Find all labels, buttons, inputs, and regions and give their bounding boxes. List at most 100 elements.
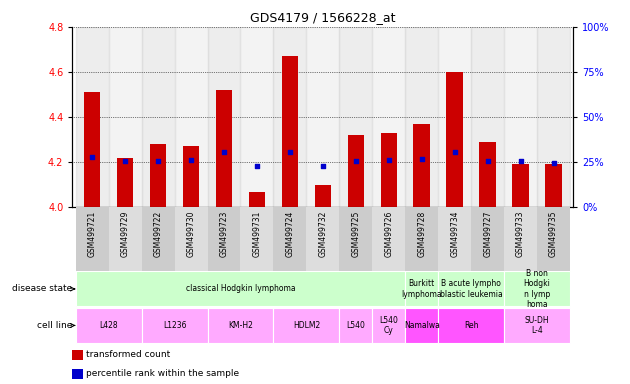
Bar bbox=[471, 27, 504, 207]
Bar bbox=[504, 27, 537, 207]
Text: GSM499726: GSM499726 bbox=[384, 210, 393, 257]
Text: GSM499735: GSM499735 bbox=[549, 210, 558, 257]
Bar bbox=[438, 207, 471, 271]
Bar bbox=[340, 308, 372, 343]
Bar bbox=[142, 27, 175, 207]
Text: B acute lympho
blastic leukemia: B acute lympho blastic leukemia bbox=[440, 279, 503, 299]
Title: GDS4179 / 1566228_at: GDS4179 / 1566228_at bbox=[250, 11, 396, 24]
Bar bbox=[109, 207, 142, 271]
Bar bbox=[72, 369, 83, 379]
Point bbox=[153, 158, 163, 164]
Bar bbox=[546, 164, 562, 207]
Point bbox=[87, 154, 97, 160]
Text: GSM499729: GSM499729 bbox=[121, 210, 130, 257]
Bar bbox=[183, 146, 199, 207]
Text: percentile rank within the sample: percentile rank within the sample bbox=[86, 369, 239, 378]
Point bbox=[120, 158, 130, 164]
Bar bbox=[207, 207, 241, 271]
Point bbox=[252, 162, 262, 169]
Bar bbox=[438, 271, 504, 306]
Point bbox=[483, 158, 493, 164]
Bar bbox=[207, 27, 241, 207]
Bar bbox=[282, 56, 298, 207]
Text: classical Hodgkin lymphoma: classical Hodgkin lymphoma bbox=[186, 285, 295, 293]
Text: transformed count: transformed count bbox=[86, 350, 171, 359]
Text: HDLM2: HDLM2 bbox=[293, 321, 320, 330]
Bar bbox=[405, 308, 438, 343]
Bar bbox=[372, 207, 405, 271]
Bar bbox=[84, 92, 100, 207]
Point bbox=[416, 156, 427, 162]
Text: cell line: cell line bbox=[37, 321, 72, 330]
Bar bbox=[241, 207, 273, 271]
Point bbox=[285, 149, 295, 155]
Bar bbox=[471, 207, 504, 271]
Text: GSM499732: GSM499732 bbox=[318, 210, 328, 257]
Bar bbox=[306, 27, 340, 207]
Text: L540: L540 bbox=[346, 321, 365, 330]
Bar bbox=[117, 158, 134, 207]
Point bbox=[384, 157, 394, 163]
Bar bbox=[76, 271, 405, 306]
Bar bbox=[405, 27, 438, 207]
Bar bbox=[76, 308, 142, 343]
Bar bbox=[405, 207, 438, 271]
Text: GSM499723: GSM499723 bbox=[219, 210, 229, 257]
Bar bbox=[372, 308, 405, 343]
Bar bbox=[76, 27, 109, 207]
Text: GSM499728: GSM499728 bbox=[417, 210, 427, 257]
Bar bbox=[537, 27, 570, 207]
Text: Namalwa: Namalwa bbox=[404, 321, 440, 330]
Bar bbox=[340, 27, 372, 207]
Bar bbox=[504, 271, 570, 306]
Text: Reh: Reh bbox=[464, 321, 478, 330]
Text: L1236: L1236 bbox=[163, 321, 186, 330]
Point bbox=[450, 149, 460, 155]
Bar bbox=[504, 207, 537, 271]
Text: GSM499724: GSM499724 bbox=[285, 210, 294, 257]
Text: L428: L428 bbox=[100, 321, 118, 330]
Point bbox=[351, 158, 361, 164]
Bar bbox=[273, 207, 306, 271]
Text: disease state: disease state bbox=[12, 285, 72, 293]
Text: B non
Hodgki
n lymp
homa: B non Hodgki n lymp homa bbox=[524, 269, 551, 309]
Bar bbox=[381, 133, 397, 207]
Text: L540
Cy: L540 Cy bbox=[379, 316, 398, 335]
Text: GSM499722: GSM499722 bbox=[154, 210, 163, 257]
Point bbox=[515, 158, 525, 164]
Bar bbox=[438, 27, 471, 207]
Bar bbox=[175, 27, 207, 207]
Bar bbox=[109, 27, 142, 207]
Bar bbox=[504, 308, 570, 343]
Bar bbox=[273, 27, 306, 207]
Bar bbox=[314, 185, 331, 207]
Text: GSM499721: GSM499721 bbox=[88, 210, 97, 257]
Bar bbox=[175, 207, 207, 271]
Bar bbox=[241, 27, 273, 207]
Bar bbox=[348, 135, 364, 207]
Bar bbox=[447, 72, 463, 207]
Bar bbox=[150, 144, 166, 207]
Bar bbox=[372, 27, 405, 207]
Text: GSM499727: GSM499727 bbox=[483, 210, 492, 257]
Text: GSM499734: GSM499734 bbox=[450, 210, 459, 257]
Text: GSM499725: GSM499725 bbox=[352, 210, 360, 257]
Point bbox=[219, 149, 229, 155]
Bar bbox=[142, 207, 175, 271]
Text: GSM499731: GSM499731 bbox=[253, 210, 261, 257]
Bar bbox=[273, 308, 340, 343]
Bar bbox=[405, 271, 438, 306]
Bar bbox=[249, 192, 265, 207]
Bar bbox=[537, 207, 570, 271]
Bar bbox=[142, 308, 207, 343]
Point bbox=[318, 162, 328, 169]
Point bbox=[186, 157, 196, 163]
Bar bbox=[479, 142, 496, 207]
Bar bbox=[207, 308, 273, 343]
Text: GSM499730: GSM499730 bbox=[186, 210, 195, 257]
Bar bbox=[438, 308, 504, 343]
Bar bbox=[413, 124, 430, 207]
Bar bbox=[512, 164, 529, 207]
Point bbox=[549, 160, 559, 166]
Bar bbox=[216, 90, 232, 207]
